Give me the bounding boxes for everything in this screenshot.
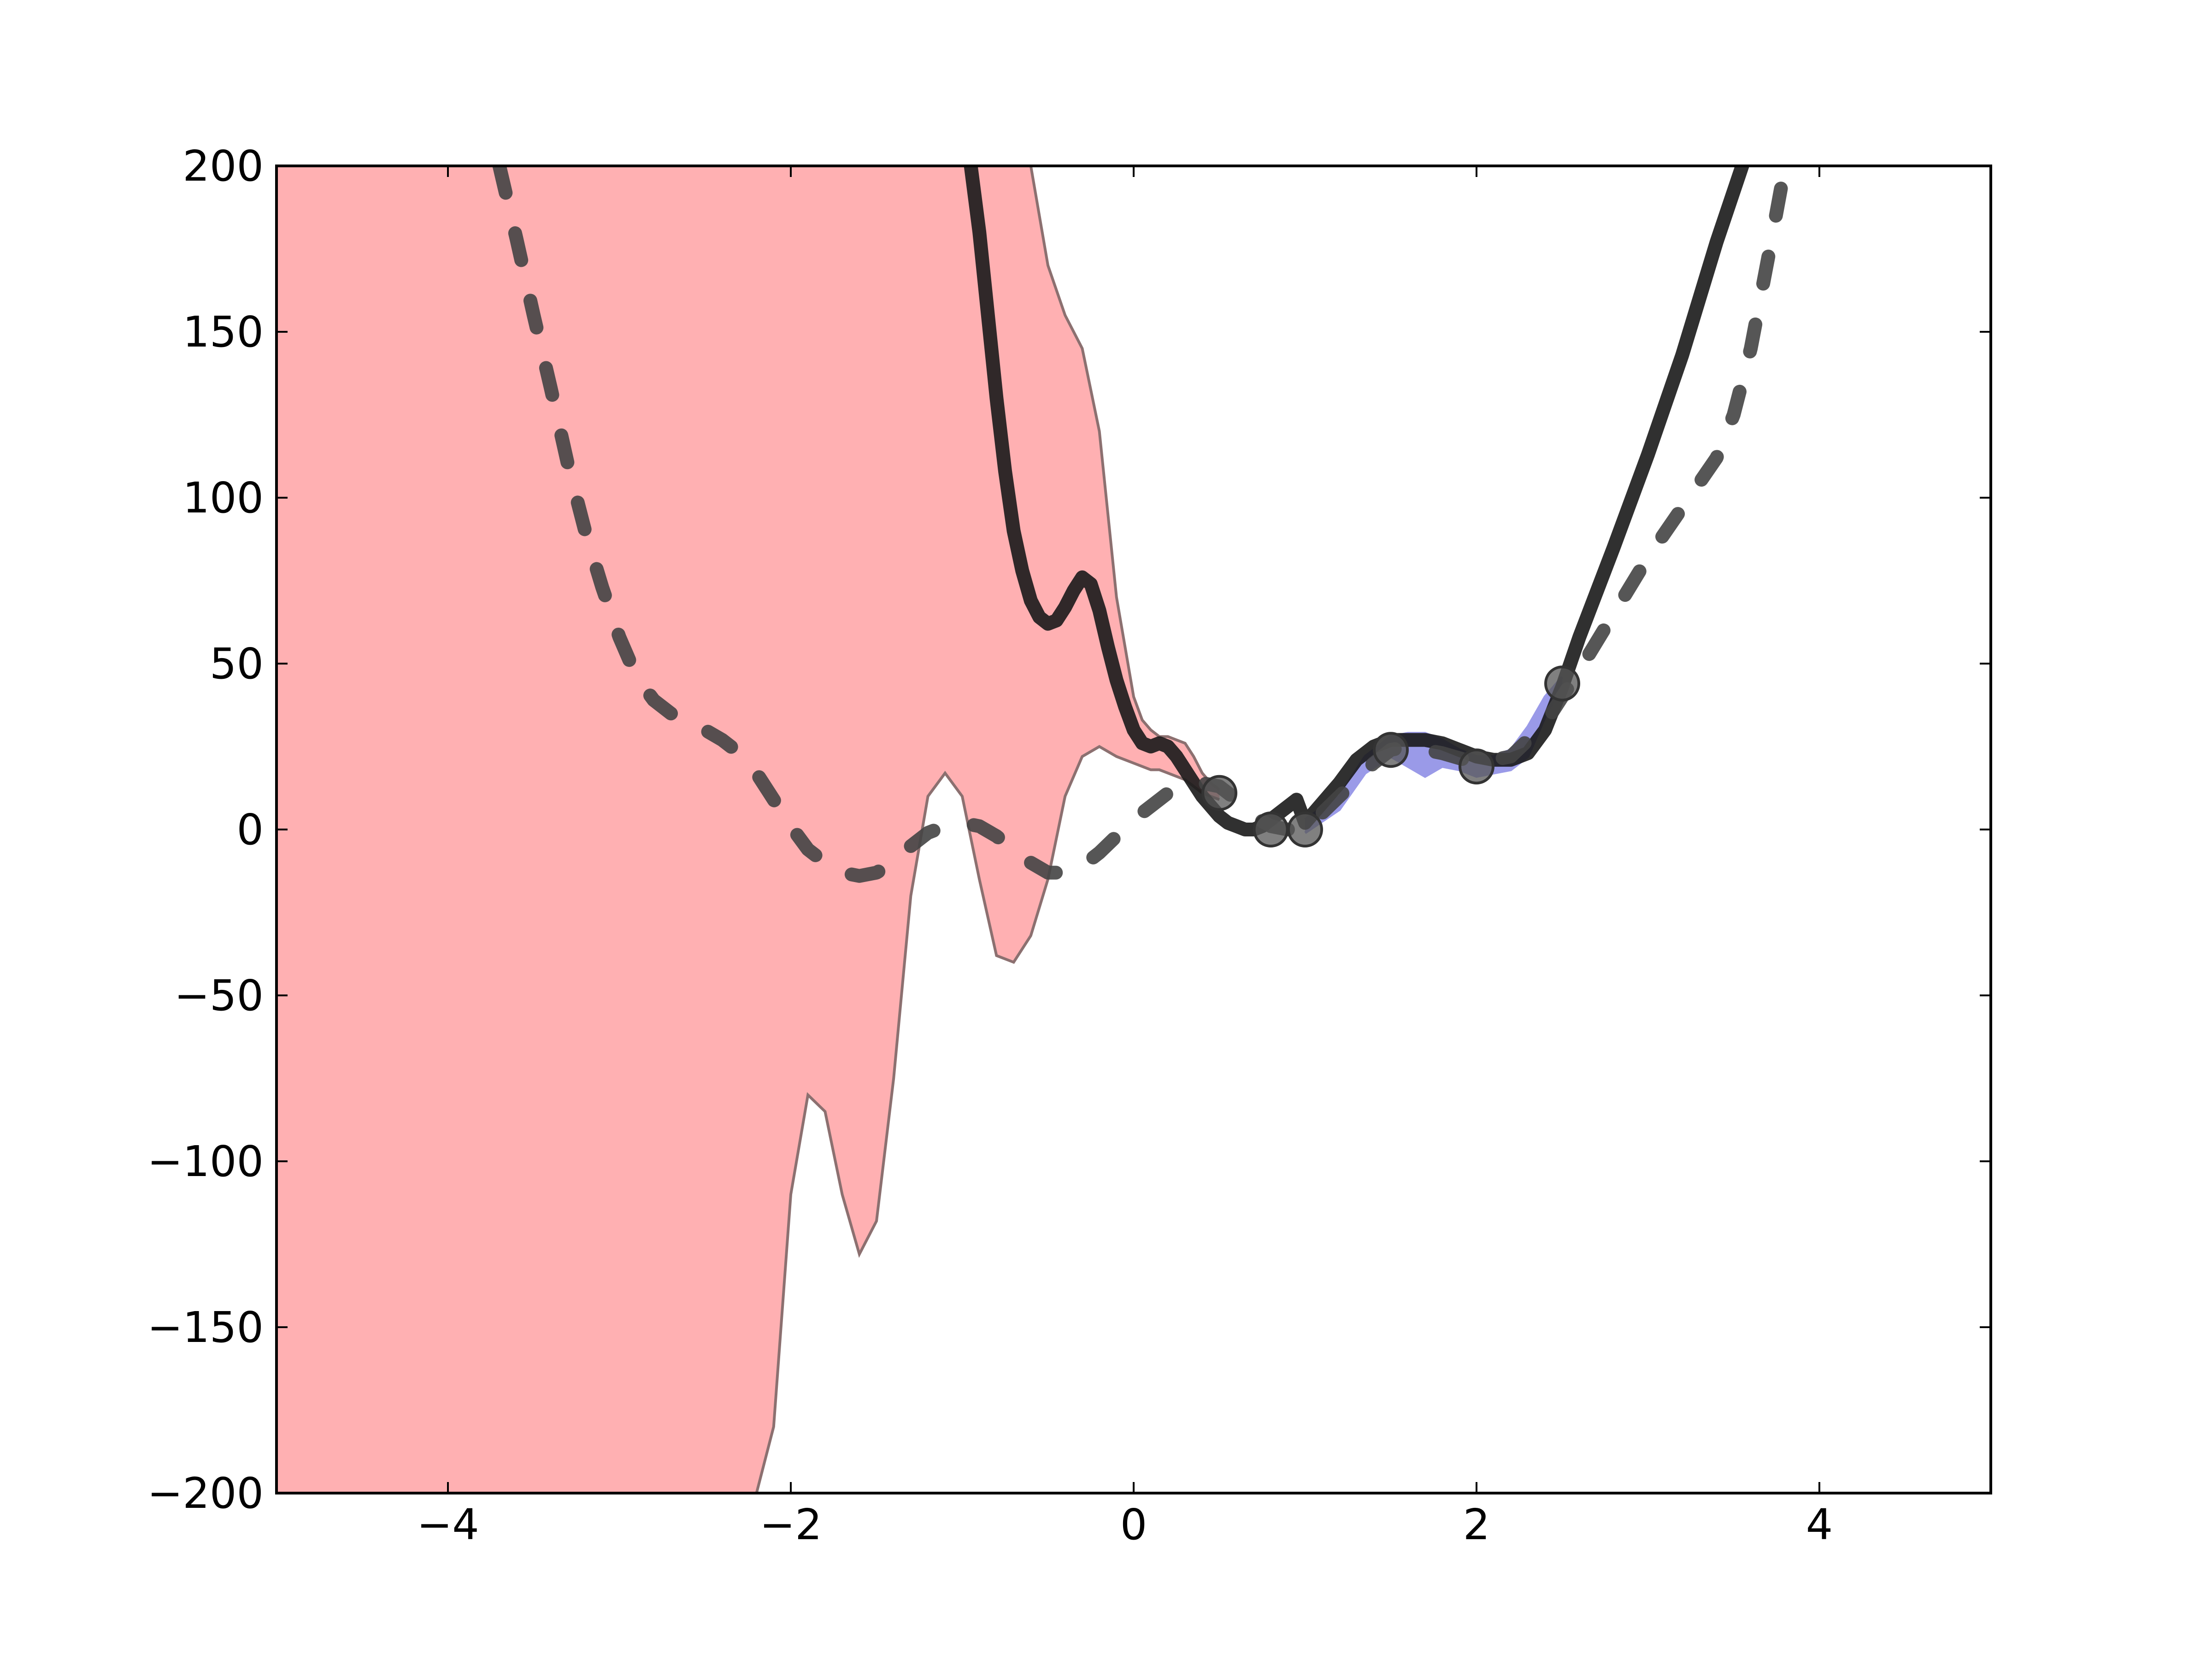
y-tick-label: 50 <box>210 639 264 688</box>
x-tick-label: 0 <box>1120 1500 1147 1549</box>
x-tick-label: 2 <box>1463 1500 1490 1549</box>
data-point <box>1201 775 1237 811</box>
y-tick-label: −200 <box>147 1469 264 1518</box>
dashed-series-line <box>492 166 1792 883</box>
band-0-lower-edge <box>276 745 1220 1493</box>
y-tick-label: 150 <box>182 307 264 357</box>
data-point <box>1287 812 1323 847</box>
data-layer <box>276 166 1792 1493</box>
y-tick-label: −100 <box>147 1137 264 1186</box>
band-0 <box>276 166 1219 1493</box>
y-tick-label: −50 <box>174 971 264 1020</box>
y-tick-label: 0 <box>236 805 264 854</box>
data-point <box>1459 748 1494 785</box>
x-tick-label: −4 <box>417 1500 479 1549</box>
data-point <box>1253 812 1289 847</box>
y-tick-label: 200 <box>182 141 264 191</box>
y-tick-label: 100 <box>182 473 264 523</box>
x-tick-label: 4 <box>1806 1500 1833 1549</box>
tick-layer: −4 −2 0 2 4 −200 −150 −100 −50 0 50 100 150 200 <box>147 141 1991 1549</box>
data-point <box>1544 665 1580 702</box>
y-tick-label: −150 <box>147 1303 264 1352</box>
mean-series-line <box>964 166 1749 836</box>
data-point <box>1373 732 1409 768</box>
x-tick-label: −2 <box>759 1500 822 1549</box>
